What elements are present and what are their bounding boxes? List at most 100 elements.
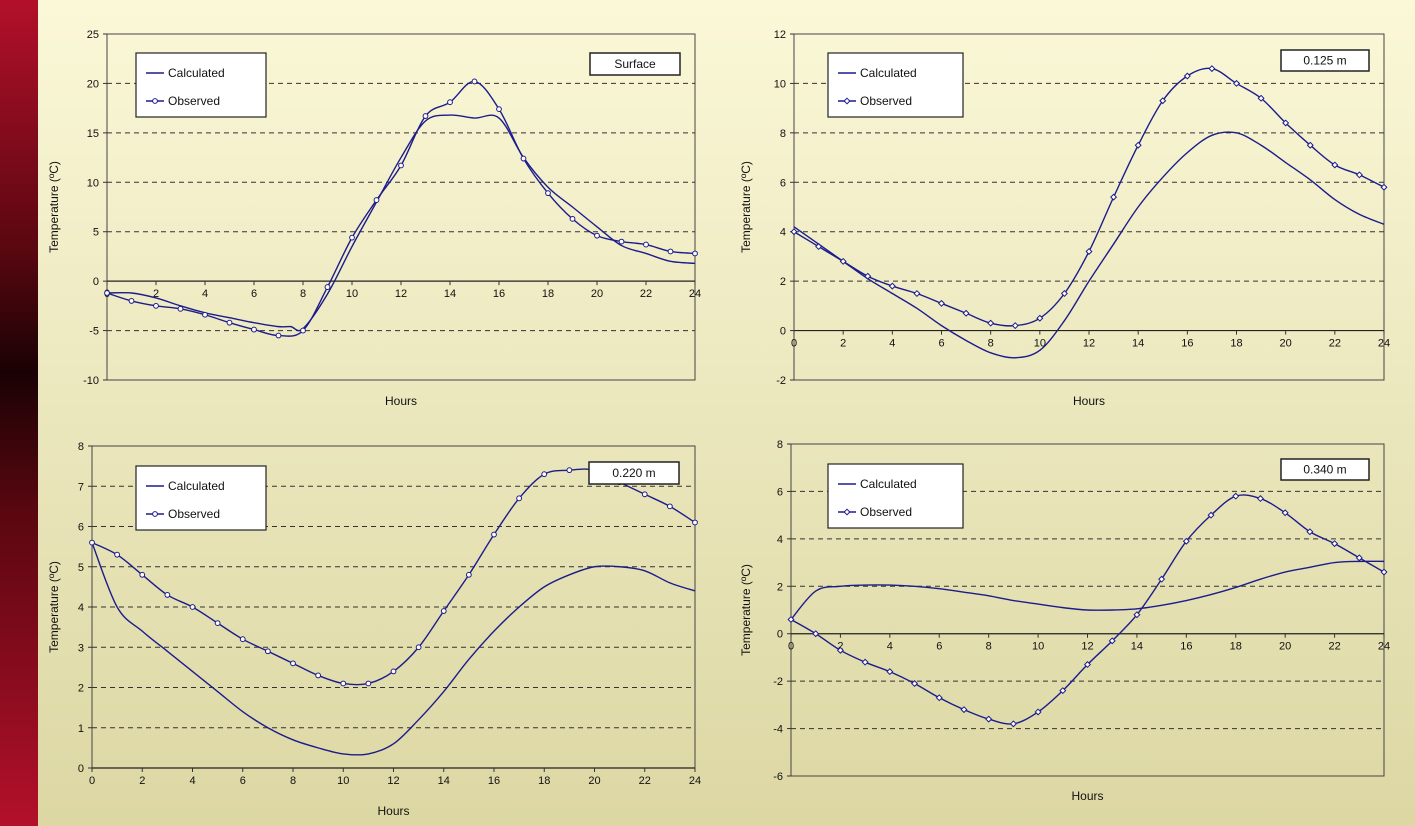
data-point (1158, 575, 1166, 583)
data-point (1009, 720, 1017, 728)
x-tick-label: 8 (988, 338, 994, 350)
data-point (1011, 322, 1019, 330)
plot-area (790, 443, 1385, 777)
data-point (471, 78, 478, 85)
x-tick-label: 18 (1230, 338, 1242, 350)
y-tick-label: -10 (83, 375, 99, 387)
x-tick-label: 8 (290, 775, 296, 787)
legend-label: Observed (168, 507, 220, 521)
x-tick-label: 24 (1378, 641, 1390, 653)
data-point (1110, 193, 1118, 201)
x-axis-label: Hours (377, 804, 409, 818)
data-point (465, 571, 472, 578)
y-tick-label: 6 (777, 486, 783, 498)
y-axis-label: Temperature (ºC) (47, 161, 61, 253)
data-point (787, 615, 795, 623)
data-point (1036, 314, 1044, 322)
data-point (815, 243, 823, 251)
data-point (643, 241, 649, 248)
data-point (1306, 141, 1314, 149)
data-point (1159, 97, 1167, 105)
data-point (641, 491, 648, 498)
data-point (935, 694, 943, 702)
data-point (618, 238, 625, 245)
x-tick-label: 4 (887, 641, 893, 653)
y-tick-label: 20 (87, 78, 99, 90)
data-point (812, 630, 820, 638)
depth-tag: Surface (614, 57, 656, 71)
data-point (315, 672, 322, 679)
x-tick-label: 0 (89, 775, 95, 787)
y-tick-label: 4 (78, 602, 84, 614)
x-tick-label: 14 (444, 288, 456, 300)
y-axis-label: Temperature (ºC) (739, 161, 753, 253)
legend-box (135, 465, 267, 531)
plot-area (106, 33, 696, 381)
data-point (692, 250, 698, 257)
y-tick-label: 1 (78, 723, 84, 735)
plot-area (793, 33, 1385, 381)
legend-box (827, 52, 964, 118)
x-tick-label: 0 (788, 641, 794, 653)
data-point (1380, 183, 1388, 191)
series-calculated (790, 560, 1385, 620)
series-calculated (91, 542, 696, 756)
y-tick-label: 4 (777, 534, 783, 546)
data-point (1355, 554, 1363, 562)
data-point (275, 332, 282, 339)
y-axis-label: Temperature (ºC) (739, 564, 753, 656)
data-point (985, 715, 993, 723)
data-point (1331, 540, 1339, 548)
depth-tag: 0.220 m (612, 466, 655, 480)
data-point (290, 660, 296, 667)
data-point (153, 302, 159, 309)
y-tick-label: 0 (78, 763, 84, 775)
depth-tag-box (588, 461, 680, 485)
data-point (888, 282, 896, 290)
data-point (1207, 511, 1215, 519)
x-tick-label: 22 (639, 775, 651, 787)
x-tick-label: 22 (1328, 641, 1340, 653)
x-tick-label: 20 (1280, 338, 1292, 350)
legend-marker (843, 97, 851, 105)
y-tick-label: 0 (780, 326, 786, 338)
data-point (349, 234, 355, 241)
x-tick-label: 18 (1230, 641, 1242, 653)
data-point (104, 290, 110, 296)
charts-figure: -10-50510152025024681012141618202224Hour… (47, 29, 1390, 818)
data-point (937, 299, 946, 307)
data-point (1060, 289, 1068, 298)
y-tick-label: 10 (774, 78, 786, 90)
x-tick-label: 16 (1181, 338, 1193, 350)
y-tick-label: -2 (773, 676, 783, 688)
data-point (886, 668, 894, 676)
depth-tag-box (1280, 49, 1370, 72)
data-point (1306, 528, 1314, 536)
data-point (189, 604, 196, 610)
x-tick-label: 8 (986, 641, 992, 653)
y-tick-label: -2 (776, 375, 786, 387)
data-point (491, 531, 497, 538)
data-point (365, 680, 372, 687)
y-tick-label: 8 (777, 439, 783, 451)
legend-marker (152, 98, 158, 104)
series-observed (790, 65, 1388, 330)
data-point (226, 319, 233, 326)
x-tick-label: 12 (395, 288, 407, 300)
x-tick-label: 0 (791, 338, 797, 350)
data-point (139, 571, 146, 578)
data-point (692, 519, 698, 526)
legend-label: Calculated (168, 66, 225, 80)
data-point (1282, 119, 1290, 127)
depth-tag-box (589, 52, 681, 76)
y-tick-label: 15 (87, 128, 99, 140)
x-tick-label: 14 (1132, 338, 1144, 350)
data-point (1182, 537, 1190, 545)
x-tick-label: 10 (346, 288, 358, 300)
y-tick-label: 5 (78, 562, 84, 574)
y-tick-label: 0 (93, 276, 99, 288)
data-point (864, 272, 872, 280)
data-point (1134, 141, 1142, 149)
x-tick-label: 22 (640, 288, 652, 300)
